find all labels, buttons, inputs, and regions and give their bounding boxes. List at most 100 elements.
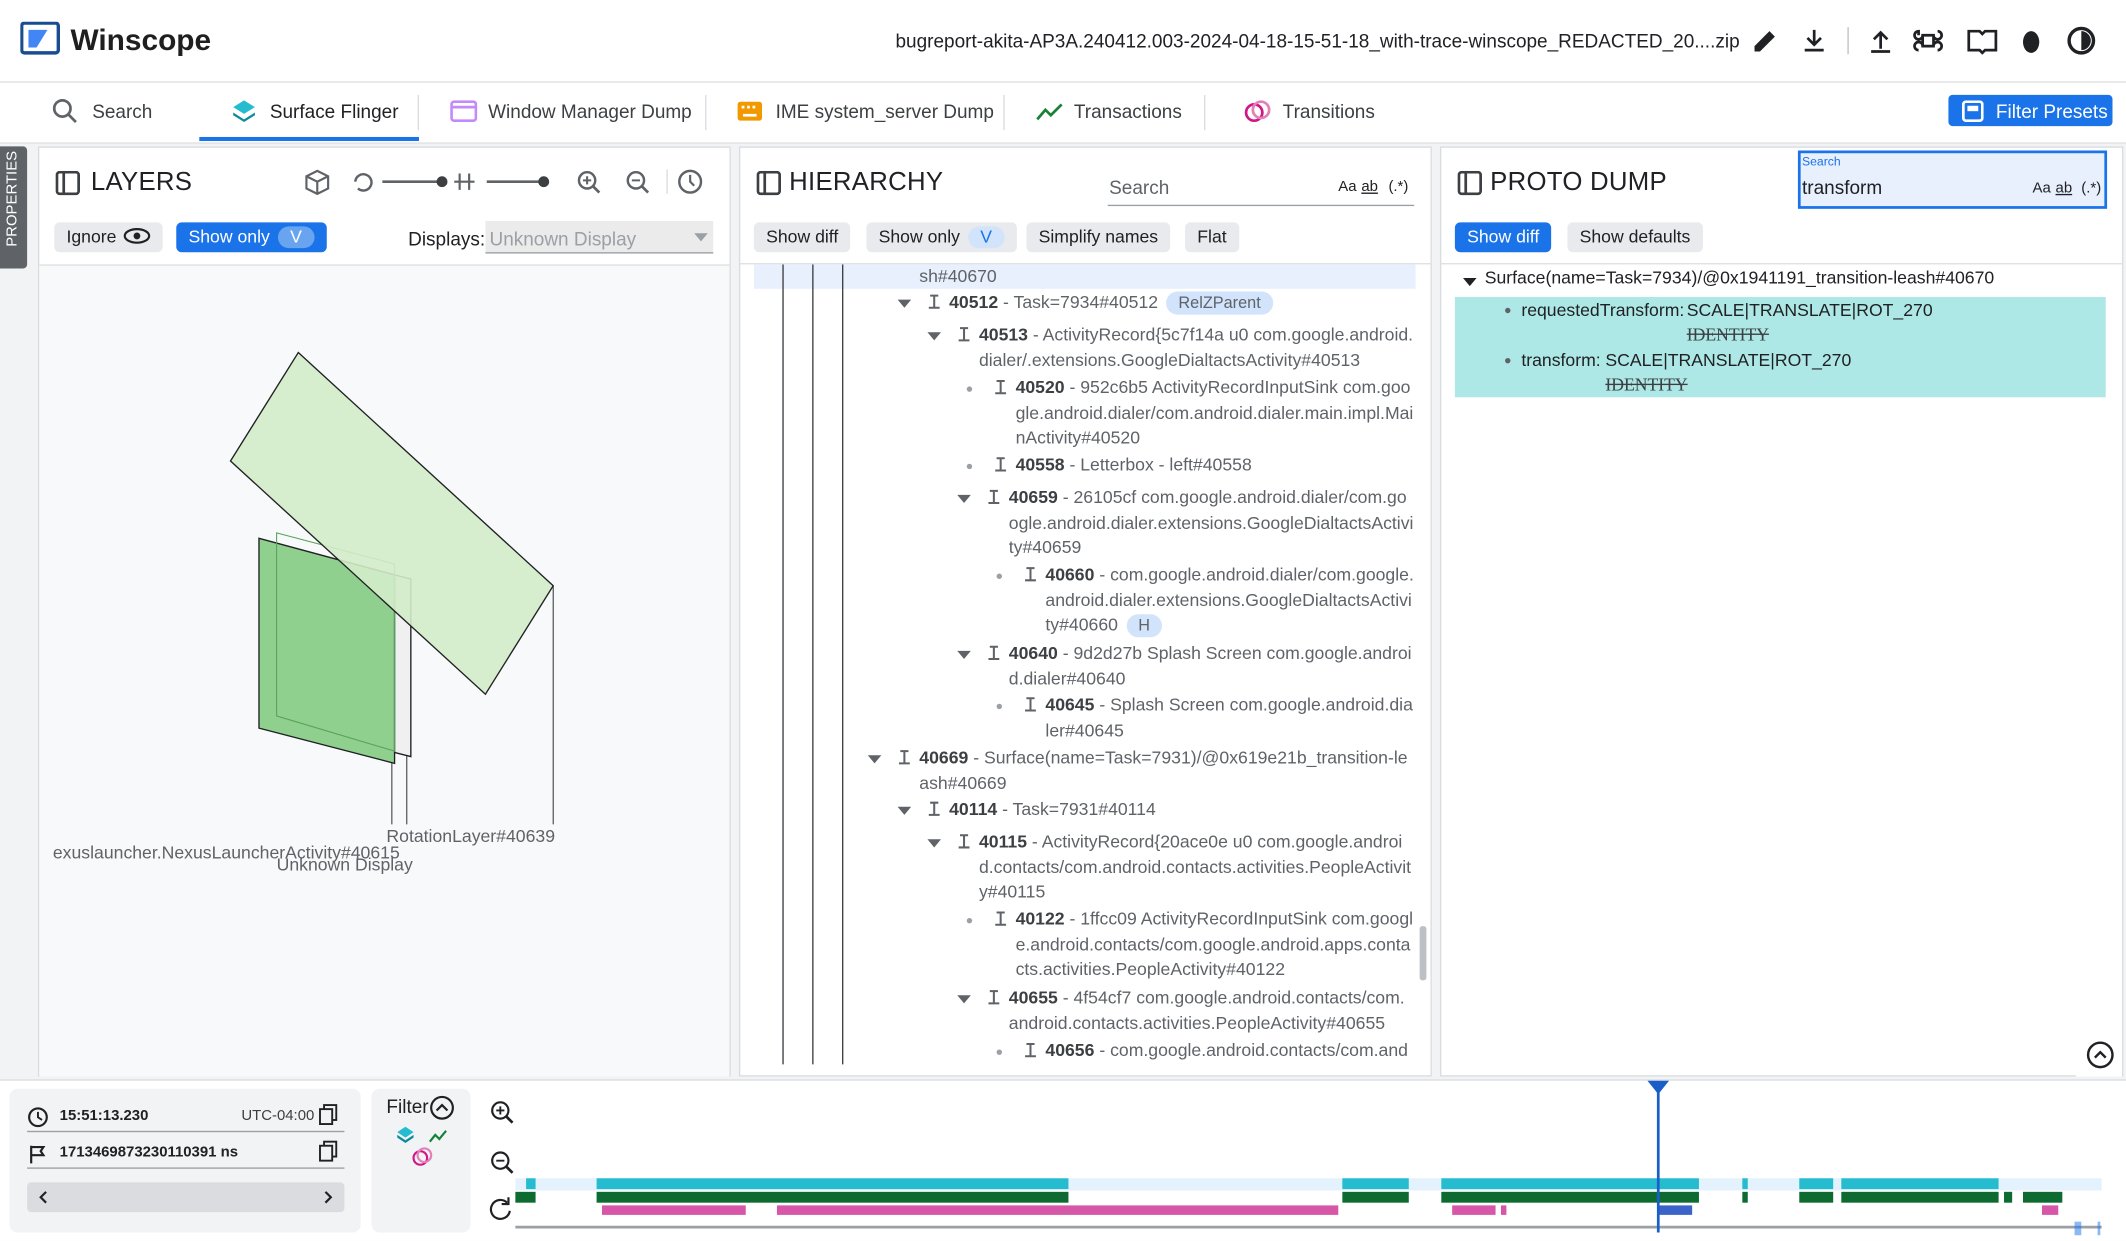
search-option[interactable]: Aa (1338, 178, 1357, 196)
show-only-button[interactable]: Show only V (866, 222, 1017, 253)
node-chip: RelZParent (1166, 291, 1273, 315)
node-name: - 1ffcc09 ActivityRecordInputSink com.go… (1015, 908, 1414, 979)
flat-button[interactable]: Flat (1185, 222, 1239, 253)
node-name: - ActivityRecord{20ace0e u0 com.google.a… (978, 831, 1412, 902)
node-id: 40520 (1015, 376, 1065, 398)
search-option[interactable]: (.*) (1388, 178, 1409, 196)
tab[interactable]: IME system_server Dump (775, 100, 994, 123)
tab[interactable]: Transitions (1282, 100, 1375, 123)
tree-node: 40520 - 952c6b5 ActivityRecordInputSink … (1016, 376, 1415, 451)
property-value: SCALE|TRANSLATE|ROT_270 (1686, 299, 1933, 320)
filter-presets-button[interactable]: Filter Presets (1948, 94, 2113, 127)
leaf-dot (996, 703, 1003, 710)
tree-node: 40122 - 1ffcc09 ActivityRecordInputSink … (1016, 907, 1415, 982)
display-label: Unknown Display (276, 854, 413, 875)
search-placeholder: Search (1109, 176, 1170, 198)
node-id: 40645 (1045, 694, 1095, 715)
top-bar: Winscope bugreport-akita-AP3A.240412.003… (0, 0, 2126, 82)
expand-arrow (957, 650, 971, 659)
timeline: 15:51:13.230 UTC-04:00 17134698732301103… (0, 1079, 2126, 1241)
node-name: sh#40670 (919, 265, 997, 287)
show-defaults-button[interactable]: Show defaults (1567, 222, 1703, 253)
show-only-button[interactable]: Show only V (176, 222, 327, 253)
tab[interactable]: Window Manager Dump (488, 100, 692, 123)
trace-filename: bugreport-akita-AP3A.240412.003-2024-04-… (895, 29, 1740, 52)
layer-label: RotationLayer#40639 (386, 825, 556, 847)
leaf-dot (966, 917, 973, 924)
node-id: 40656 (1045, 1039, 1095, 1061)
show-diff-button[interactable]: Show diff (1454, 222, 1552, 253)
displays-label: Displays: (408, 227, 486, 250)
show-diff-button[interactable]: Show diff (753, 222, 851, 253)
node-id: 40115 (978, 831, 1028, 852)
pin-icon (994, 911, 1008, 930)
filter-label[interactable]: Filter (386, 1095, 429, 1118)
pin-icon (987, 990, 1001, 1009)
hierarchy-search[interactable]: Search Aa ab (.*) (1107, 169, 1415, 207)
pin-icon (987, 489, 1001, 508)
pin-icon (1024, 567, 1038, 586)
node-id: 40669 (919, 747, 969, 768)
node-id: 40512 (949, 291, 999, 312)
pin-icon (994, 379, 1008, 399)
hierarchy-panel: HIERARCHY Search Aa ab (.*) Show diff Sh… (738, 146, 1432, 1077)
node-name: - Splash Screen com.google.android.diale… (1045, 694, 1413, 740)
tab[interactable]: Surface Flinger (269, 100, 399, 123)
node-id: 40640 (1008, 642, 1058, 664)
pin-icon (1024, 697, 1038, 716)
header-actions[interactable] (1749, 24, 2104, 59)
tree-node: 40513 - ActivityRecord{5c7f14a u0 com.go… (979, 323, 1414, 373)
node-name: - ActivityRecord{5c7f14a u0 com.google.a… (978, 324, 1414, 370)
current-time[interactable]: 15:51:13.230 (59, 1107, 149, 1125)
node-name: - Letterbox - left#40558 (1064, 454, 1252, 475)
properties-tab[interactable]: PROPERTIES (0, 146, 28, 269)
panel-title: PROTO DUMP (1490, 168, 1667, 197)
tree-node: 40640 - 9d2d27b Splash Screen com.google… (1009, 641, 1414, 691)
search-option[interactable]: ab (1361, 178, 1378, 196)
layers-panel: LAYERS Ignore Show only V Displays: Unkno… (37, 146, 731, 1077)
node-chip: H (1126, 614, 1163, 638)
simplify-names-button[interactable]: Simplify names (1026, 222, 1171, 253)
time-stepper[interactable] (27, 1182, 345, 1213)
zoom-controls[interactable] (485, 1097, 520, 1233)
expand-arrow (957, 995, 971, 1004)
search-option[interactable]: ab (2055, 180, 2073, 197)
tree-node: 40114 - Task=7931#40114 (949, 797, 1414, 822)
ignore-button[interactable]: Ignore (54, 222, 163, 253)
search-option[interactable]: (.*) (2081, 180, 2102, 197)
node-name: - com.google.android.contacts/com.and (1094, 1039, 1408, 1061)
filter-presets-label: Filter Presets (1995, 100, 2108, 123)
layers-view-controls[interactable] (301, 167, 708, 200)
property-old-value: IDENTITY (1686, 324, 1769, 345)
expand-timeline[interactable] (2075, 1030, 2122, 1077)
app-name: Winscope (70, 23, 212, 57)
hierarchy-tree: sh#40670 40512 - Task=7934#40512 RelZParen… (740, 263, 1431, 1075)
tree-node: 40656 - com.google.android.contacts/com.… (1045, 1039, 1414, 1064)
search-option[interactable]: Aa (2032, 180, 2051, 197)
shortcut-key: V (277, 226, 315, 249)
proto-root: Surface(name=Task=7934)/@0x1941191_trans… (1484, 267, 1995, 288)
properties-label: PROPERTIES (4, 150, 21, 247)
trace-filter-icons[interactable] (390, 1093, 471, 1177)
displays-select[interactable]: Unknown Display (485, 221, 714, 254)
tree-node: 40660 - com.google.android.dialer/com.go… (1045, 563, 1414, 638)
leaf-dot (996, 1049, 1003, 1055)
proto-search[interactable]: Search transform Aa ab (.*) (1797, 150, 2108, 209)
leaf-dot (966, 386, 973, 392)
node-name: - Task=7931#40114 (997, 798, 1156, 819)
logo (20, 21, 60, 55)
timestamp-ns[interactable]: 1713469873230110391 ns (59, 1144, 239, 1161)
tab[interactable]: Transactions (1073, 100, 1182, 123)
tab[interactable]: Search (92, 100, 153, 123)
layers-canvas: exuslauncher.NexusLauncherActivity#40615… (39, 264, 730, 1077)
layer-label: exuslauncher.NexusLauncherActivity#40615 (52, 842, 400, 863)
pin-icon (987, 645, 1001, 664)
node-name: - com.google.android.dialer/com.google.a… (1045, 564, 1414, 635)
sf-icon (233, 100, 255, 123)
node-id: 40558 (1015, 454, 1065, 475)
transactions-icon (1036, 103, 1063, 121)
leaf-dot (996, 573, 1003, 579)
node-id: 40122 (1015, 908, 1065, 929)
active-tab-indicator (199, 136, 419, 142)
